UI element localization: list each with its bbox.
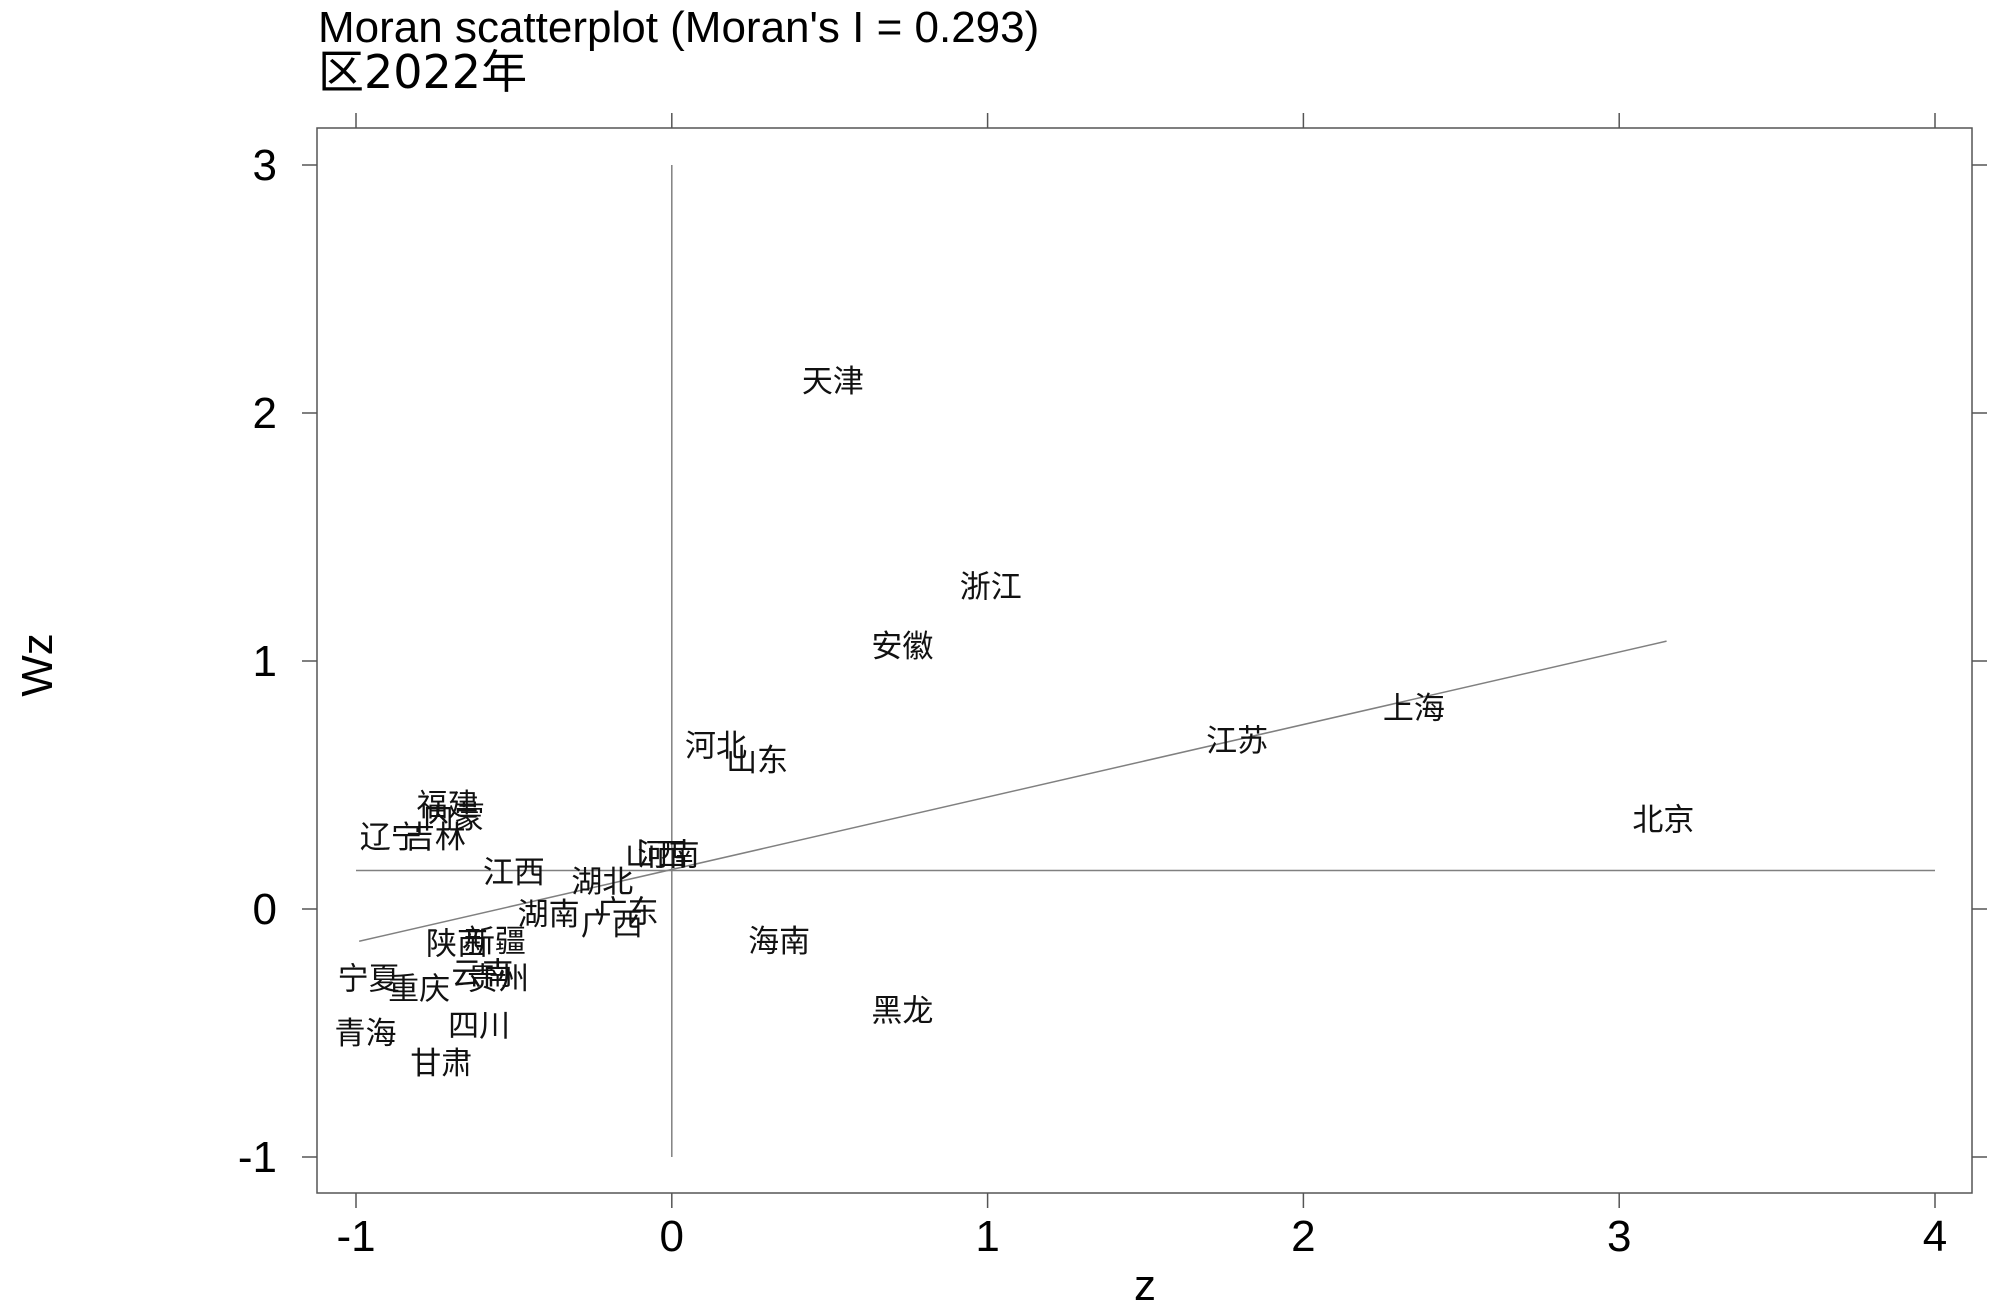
point-label: 山东 (726, 743, 788, 779)
point-label: 河南 (638, 837, 700, 873)
x-tick-label: 0 (660, 1212, 684, 1261)
point-label: 上海 (1383, 691, 1445, 727)
point-label: 辽宁 (360, 820, 422, 856)
point-label: 广东 (597, 894, 659, 930)
y-tick-label: 3 (253, 141, 277, 190)
point-label: 浙江 (960, 570, 1022, 606)
point-label: 宁夏 (338, 961, 400, 997)
point-label: 陕西 (426, 927, 488, 963)
y-tick-label: 0 (253, 885, 277, 934)
x-tick-label: 2 (1291, 1212, 1315, 1261)
point-label: 湖南 (518, 897, 580, 933)
point-label: 河北 (685, 728, 747, 764)
point-label: 安徽 (871, 629, 933, 665)
point-label: 甘肃 (410, 1046, 472, 1082)
y-tick-label: 1 (253, 637, 277, 686)
y-tick-label: 2 (253, 389, 277, 438)
chart-title: Moran scatterplot (Moran's I = 0.293) (318, 3, 1039, 52)
point-label: 黑龙 (871, 994, 933, 1030)
point-label: 内蒙 (423, 800, 485, 836)
axis-ticks: -1 0 1 2 3 4 -1 0 1 2 3 (238, 113, 1987, 1261)
x-tick-label: 1 (975, 1212, 999, 1261)
point-label: 天津 (802, 364, 864, 400)
point-label: 江苏 (1206, 723, 1268, 759)
point-label: 广西 (581, 907, 643, 943)
point-label: 贵州 (467, 961, 529, 997)
point-label: 青海 (334, 1016, 396, 1052)
point-label: 四川 (448, 1009, 510, 1045)
point-label: 新疆 (464, 924, 526, 960)
point-label: 重庆 (388, 971, 450, 1007)
point-label: 江西 (483, 855, 545, 891)
chart-subtitle: 区2022年 (318, 45, 527, 99)
point-label: 吉林 (404, 820, 466, 856)
y-tick-label: -1 (238, 1133, 277, 1182)
point-label: 福建 (417, 788, 479, 824)
plot-frame (316, 127, 1973, 1194)
x-axis-title: z (1134, 1261, 1156, 1307)
x-tick-label: 4 (1923, 1212, 1947, 1261)
point-label: 湖北 (571, 865, 633, 901)
y-axis-title: Wz (13, 633, 62, 697)
reference-lines (356, 165, 1935, 1157)
x-tick-label: 3 (1607, 1212, 1631, 1261)
x-tick-label: -1 (336, 1212, 375, 1261)
regression-line (358, 640, 1667, 942)
point-label: 海南 (748, 924, 810, 960)
point-label: 北京 (1632, 803, 1694, 839)
point-label: 山西 (625, 837, 687, 873)
point-label: 云南 (451, 956, 513, 992)
